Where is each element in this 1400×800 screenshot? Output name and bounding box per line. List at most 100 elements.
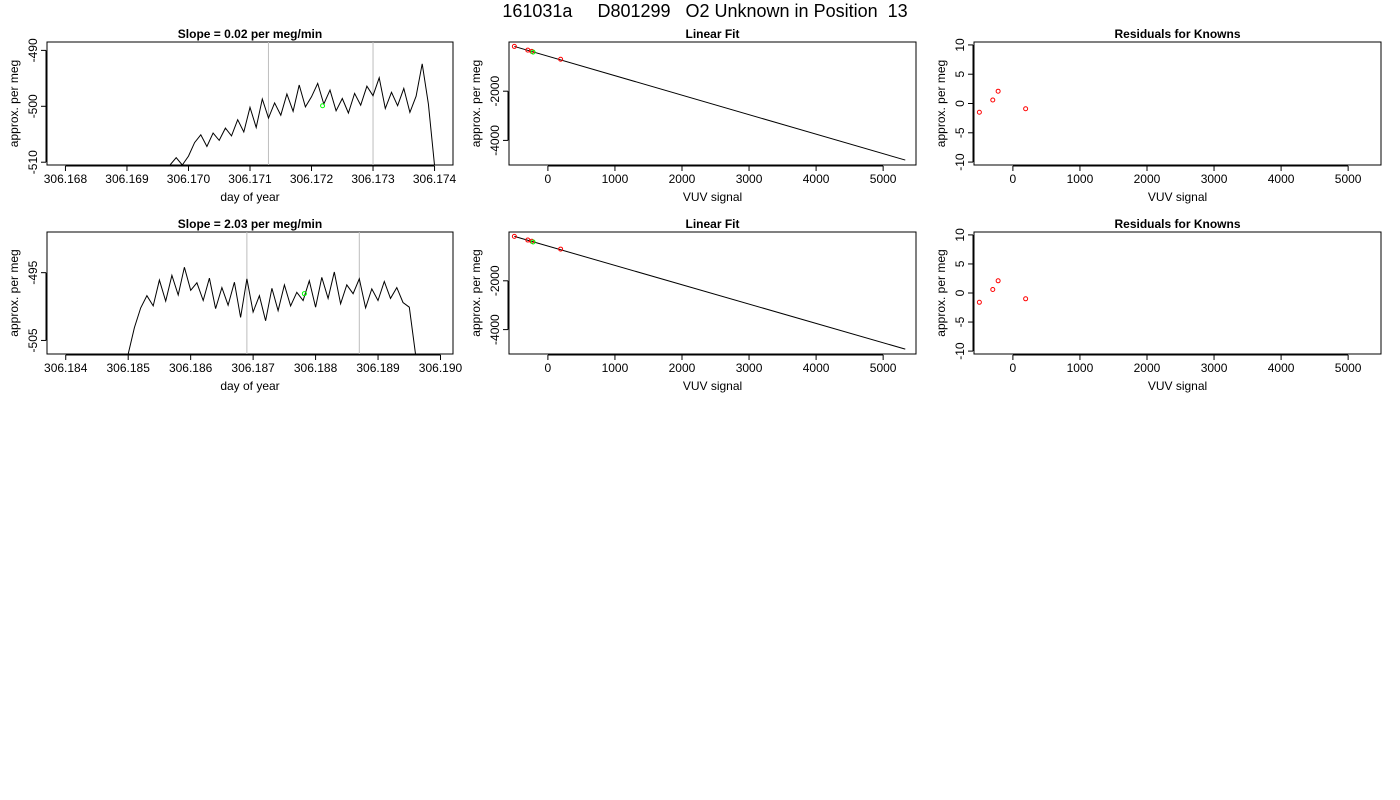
y-tick-label: -495 bbox=[26, 260, 40, 284]
y-tick-label: 10 bbox=[953, 228, 967, 242]
known-point bbox=[558, 246, 564, 252]
fit-line bbox=[514, 45, 906, 161]
x-axis-label: day of year bbox=[220, 190, 279, 204]
x-tick-label: 306.171 bbox=[228, 172, 272, 186]
x-tick-label: 306.173 bbox=[351, 172, 395, 186]
x-tick-label: 306.187 bbox=[231, 361, 275, 375]
y-axis-label: approx. per meg bbox=[934, 249, 948, 336]
plot-frame bbox=[973, 231, 1382, 355]
x-axis-label: VUV signal bbox=[1148, 379, 1207, 393]
y-tick-label: -490 bbox=[26, 38, 40, 62]
x-tick-label: 0 bbox=[545, 172, 552, 186]
y-tick-label: -4000 bbox=[488, 314, 502, 345]
x-tick-label: 4000 bbox=[803, 172, 830, 186]
y-tick-label: 5 bbox=[953, 71, 967, 78]
x-tick-label: 306.186 bbox=[169, 361, 213, 375]
x-tick-label: 306.185 bbox=[107, 361, 151, 375]
panel-title: Slope = 0.02 per meg/min bbox=[178, 27, 322, 41]
unknown-point bbox=[301, 291, 307, 297]
x-tick-label: 3000 bbox=[736, 172, 763, 186]
known-point bbox=[1023, 296, 1029, 302]
y-tick-label: -505 bbox=[26, 328, 40, 352]
y-tick-label: -5 bbox=[953, 127, 967, 138]
x-tick-label: 306.188 bbox=[294, 361, 338, 375]
chart-panel-2: Linear Fit 0 1000 2000 3000 4000 5000 VUV signa… bbox=[469, 27, 917, 204]
x-tick-label: 3000 bbox=[1201, 172, 1228, 186]
panel-title: Linear Fit bbox=[685, 217, 739, 231]
x-tick-label: 0 bbox=[1010, 361, 1017, 375]
page-title: 161031a D801299 O2 Unknown in Position 1… bbox=[502, 1, 908, 21]
y-tick-label: -2000 bbox=[488, 76, 502, 107]
x-axis-label: day of year bbox=[220, 379, 279, 393]
panel-title: Residuals for Knowns bbox=[1114, 27, 1240, 41]
x-tick-label: 306.190 bbox=[419, 361, 463, 375]
plot-frame bbox=[508, 231, 917, 355]
y-axis-label: approx. per meg bbox=[934, 60, 948, 147]
x-tick-label: 5000 bbox=[870, 172, 897, 186]
x-axis-label: VUV signal bbox=[1148, 190, 1207, 204]
y-axis-label: approx. per meg bbox=[469, 60, 483, 147]
panel-title: Slope = 2.03 per meg/min bbox=[178, 217, 322, 231]
plot-frame bbox=[973, 41, 1382, 166]
y-tick-label: 0 bbox=[953, 100, 967, 107]
x-tick-label: 4000 bbox=[1268, 361, 1295, 375]
y-tick-label: 10 bbox=[953, 38, 967, 52]
y-tick-label: -500 bbox=[26, 94, 40, 118]
x-tick-label: 1000 bbox=[1067, 172, 1094, 186]
series-line bbox=[169, 63, 435, 165]
x-tick-label: 0 bbox=[1010, 172, 1017, 186]
known-point bbox=[511, 43, 517, 49]
known-point bbox=[511, 233, 517, 239]
known-point bbox=[1023, 106, 1029, 112]
series-line bbox=[127, 267, 416, 354]
fit-line bbox=[514, 235, 906, 350]
y-tick-label: 0 bbox=[953, 289, 967, 296]
x-tick-label: 306.174 bbox=[413, 172, 457, 186]
plot-area bbox=[976, 88, 1029, 115]
plot-area bbox=[127, 232, 416, 354]
plot-area bbox=[511, 233, 906, 350]
chart-panel-1: Slope = 0.02 per meg/min 306.168 306.169 30… bbox=[7, 27, 457, 204]
x-tick-label: 2000 bbox=[1134, 172, 1161, 186]
x-axis-label: VUV signal bbox=[683, 379, 742, 393]
known-point bbox=[976, 299, 982, 305]
known-point bbox=[990, 97, 996, 103]
x-tick-label: 2000 bbox=[669, 361, 696, 375]
x-tick-label: 1000 bbox=[1067, 361, 1094, 375]
plot-area bbox=[511, 43, 906, 161]
x-tick-label: 306.189 bbox=[356, 361, 400, 375]
known-point bbox=[995, 88, 1001, 94]
known-point bbox=[558, 56, 564, 62]
plot-frame bbox=[46, 41, 454, 166]
x-tick-label: 1000 bbox=[602, 172, 629, 186]
x-tick-label: 3000 bbox=[1201, 361, 1228, 375]
x-tick-label: 1000 bbox=[602, 361, 629, 375]
x-tick-label: 4000 bbox=[803, 361, 830, 375]
known-point bbox=[990, 287, 996, 293]
x-tick-label: 5000 bbox=[1335, 361, 1362, 375]
plot-area bbox=[169, 42, 435, 165]
x-tick-label: 5000 bbox=[870, 361, 897, 375]
y-tick-label: -5 bbox=[953, 316, 967, 327]
known-point bbox=[976, 109, 982, 115]
panel-title: Residuals for Knowns bbox=[1114, 217, 1240, 231]
chart-panel-4: Slope = 2.03 per meg/min 306.184 306.185 30… bbox=[7, 217, 463, 393]
x-tick-label: 4000 bbox=[1268, 172, 1295, 186]
known-point bbox=[995, 278, 1001, 284]
y-axis-label: approx. per meg bbox=[7, 60, 21, 147]
y-tick-label: -10 bbox=[953, 342, 967, 360]
x-tick-label: 306.169 bbox=[105, 172, 149, 186]
x-tick-label: 5000 bbox=[1335, 172, 1362, 186]
unknown-point bbox=[530, 49, 536, 55]
chart-panel-5: Linear Fit 0 1000 2000 3000 4000 5000 VUV signa… bbox=[469, 217, 917, 393]
x-tick-label: 306.170 bbox=[167, 172, 211, 186]
y-axis-label: approx. per meg bbox=[469, 249, 483, 336]
x-tick-label: 306.184 bbox=[44, 361, 88, 375]
x-axis-label: VUV signal bbox=[683, 190, 742, 204]
x-tick-label: 3000 bbox=[736, 361, 763, 375]
y-tick-label: -10 bbox=[953, 153, 967, 171]
y-axis-label: approx. per meg bbox=[7, 249, 21, 336]
x-tick-label: 2000 bbox=[669, 172, 696, 186]
plot-frame bbox=[46, 231, 454, 355]
